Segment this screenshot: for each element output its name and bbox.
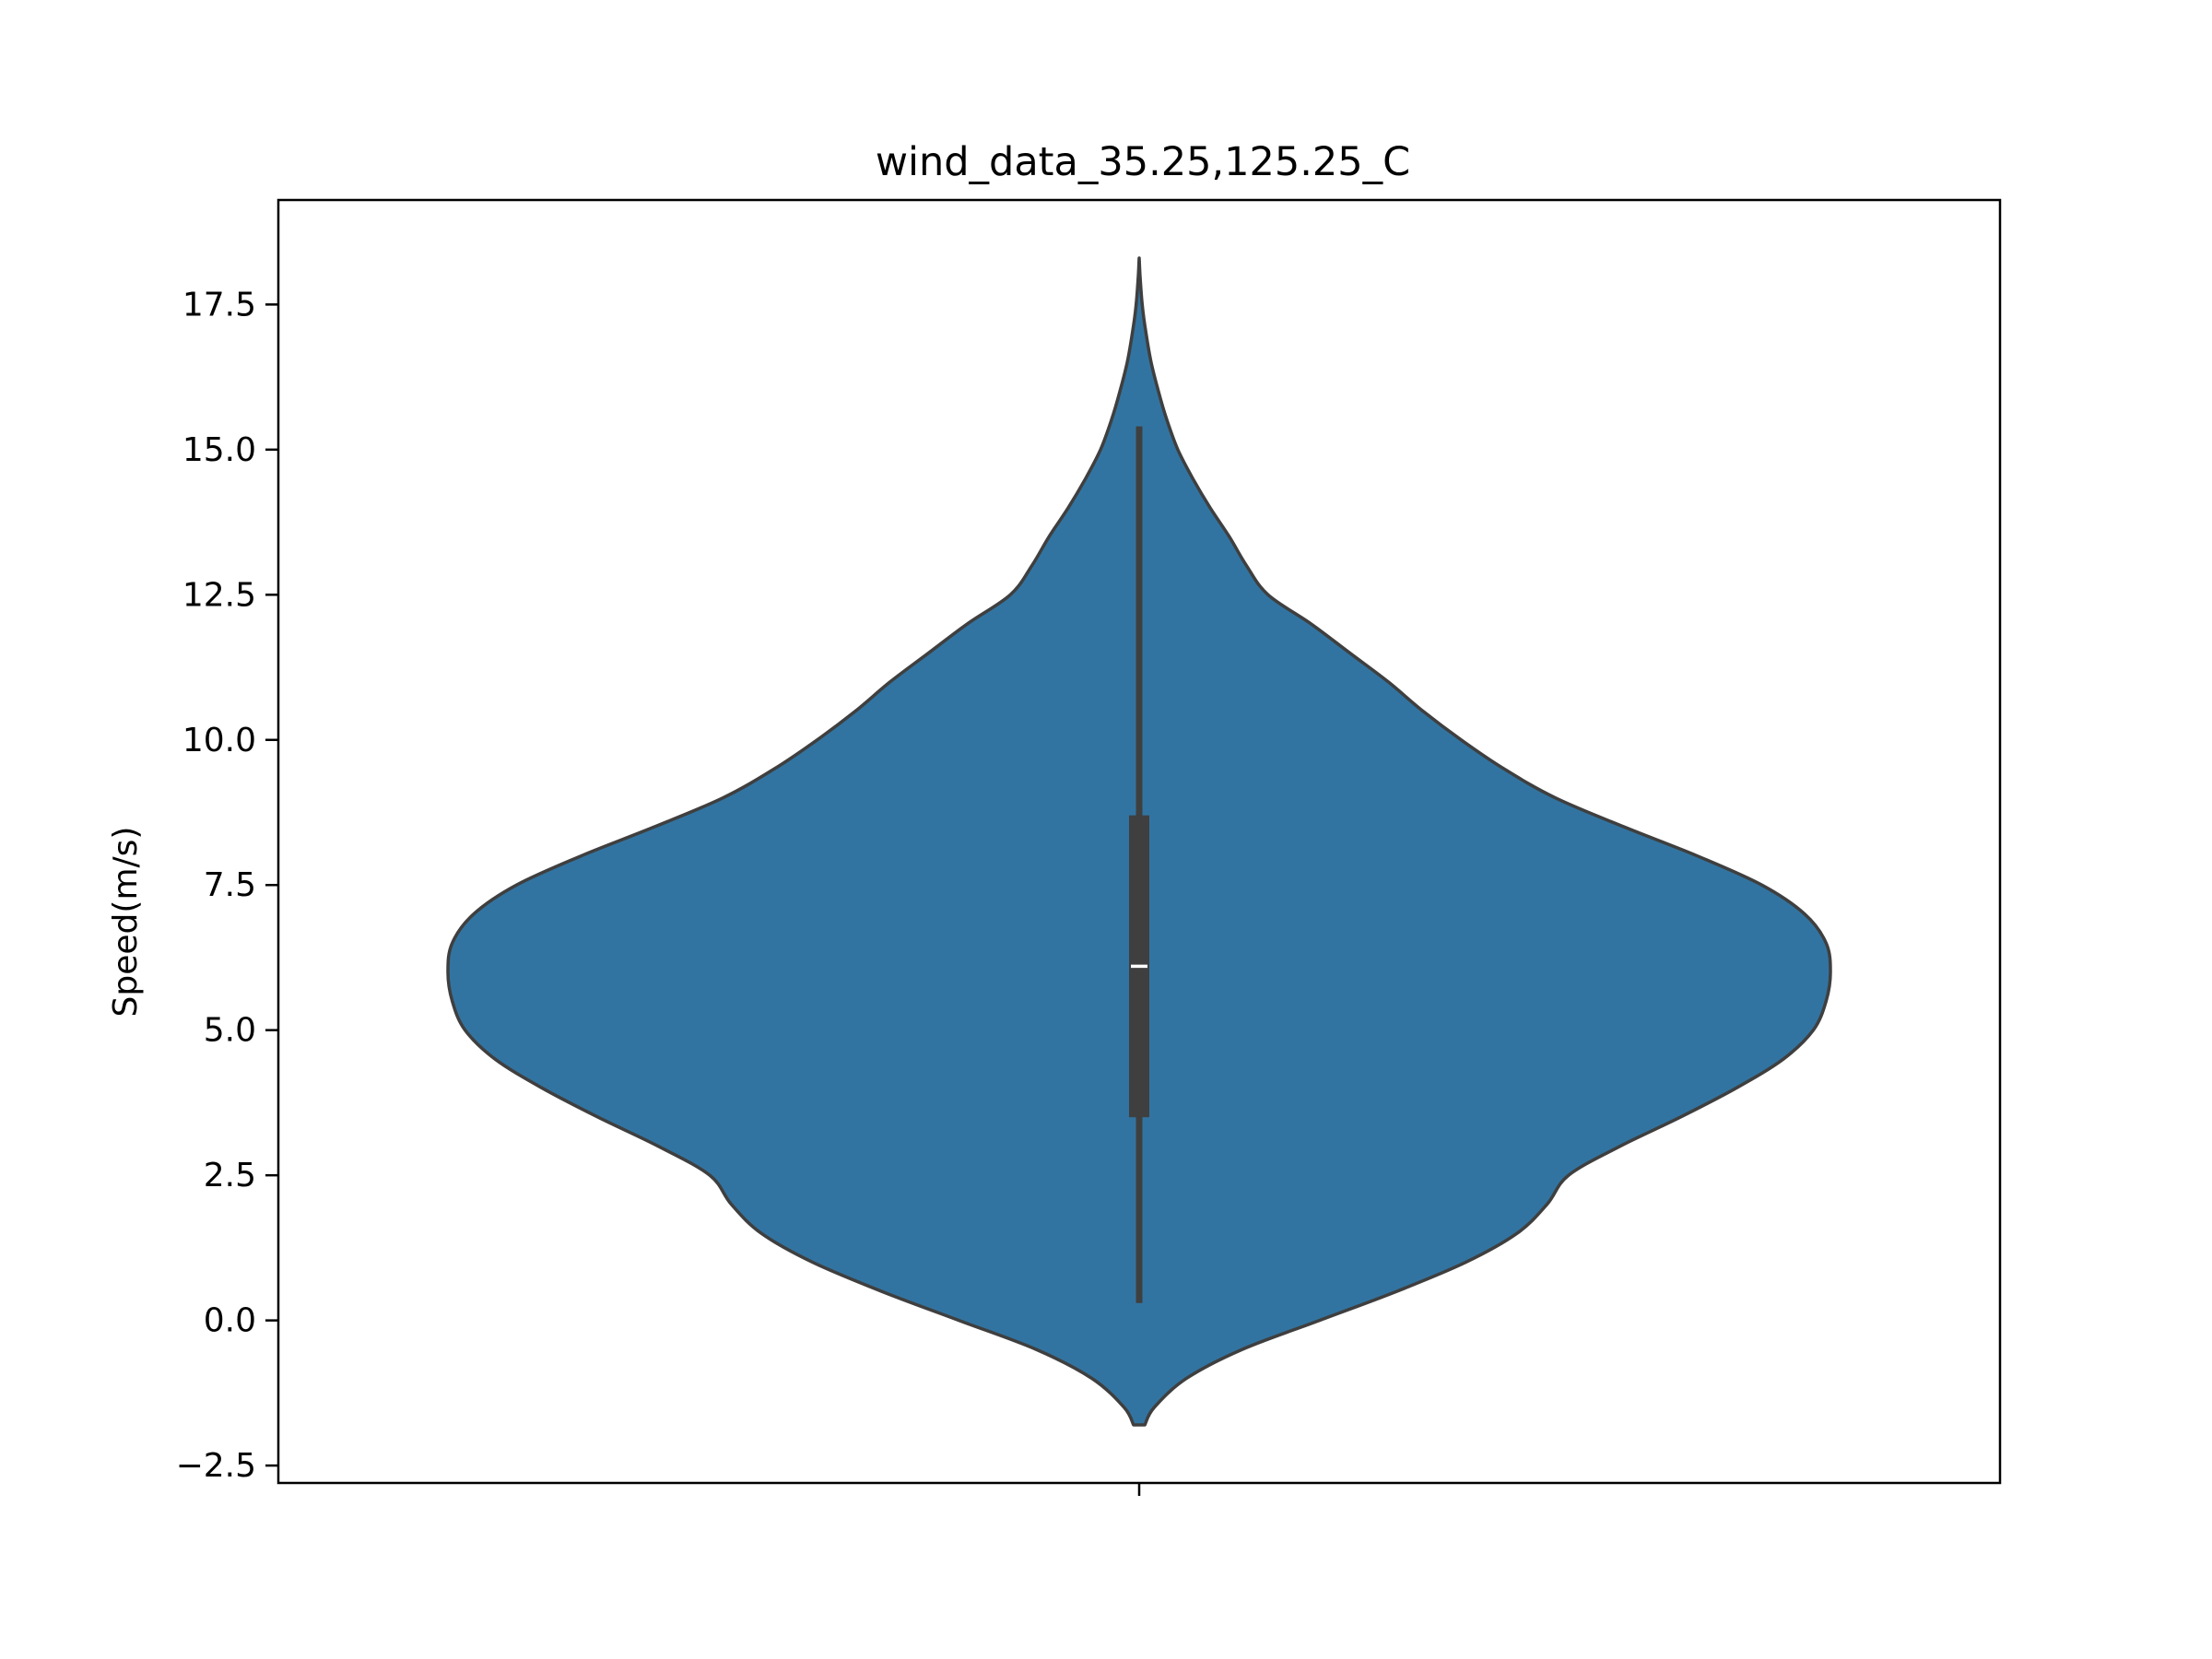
y-tick-label: −2.5 (176, 1447, 256, 1485)
y-tick-label: 10.0 (182, 722, 256, 759)
y-tick-label: 2.5 (204, 1157, 256, 1194)
y-axis: −2.5 0.0 2.5 5.0 7.5 10.0 12.5 15.0 17.5 (176, 286, 278, 1485)
plot-area (448, 258, 1830, 1425)
y-tick-label: 17.5 (182, 286, 256, 324)
y-tick-label: 12.5 (182, 576, 256, 614)
chart-title: wind_data_35.25,125.25_C (876, 139, 1410, 185)
y-axis-label: Speed(m/s) (107, 827, 145, 1018)
y-tick-label: 0.0 (204, 1302, 256, 1340)
y-tick-label: 5.0 (204, 1012, 256, 1050)
y-tick-label: 15.0 (182, 431, 256, 469)
y-tick-label: 7.5 (204, 866, 256, 904)
